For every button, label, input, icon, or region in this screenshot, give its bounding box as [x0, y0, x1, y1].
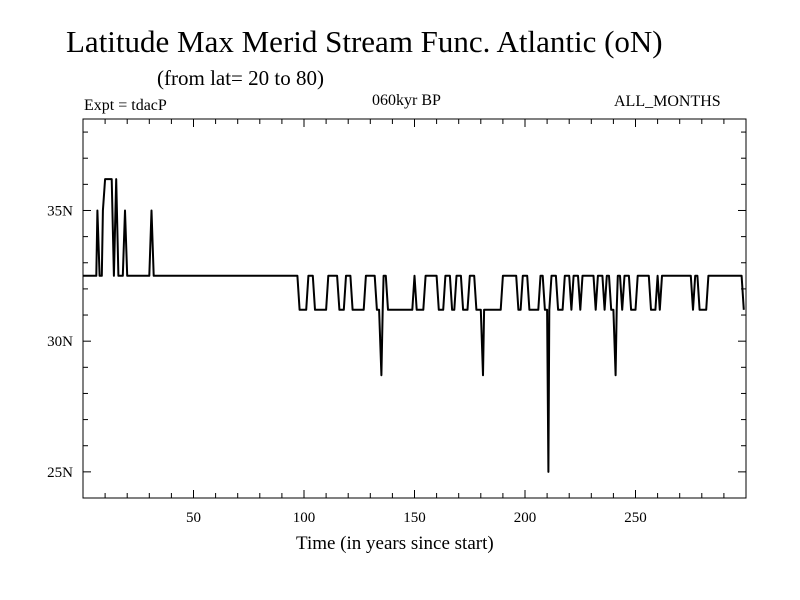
- x-tick-label: 200: [514, 510, 537, 526]
- x-tick-label: 50: [186, 510, 201, 526]
- y-tick-label: 25N: [47, 465, 73, 481]
- experiment-label: Expt = tdacP: [84, 97, 167, 114]
- series-line-0: [83, 178, 745, 473]
- axis-ticks: [83, 119, 746, 499]
- y-tick-label: 35N: [47, 203, 73, 219]
- series-group: [83, 178, 745, 473]
- x-axis-label: Time (in years since start): [296, 533, 494, 554]
- chart-title: Latitude Max Merid Stream Func. Atlantic…: [66, 24, 663, 59]
- chart-subtitle: (from lat= 20 to 80): [157, 66, 324, 90]
- axis-tick-labels: 50 100 150 200 250 25N 30N 35N: [47, 203, 647, 526]
- x-tick-label: 100: [293, 510, 316, 526]
- x-tick-label: 150: [403, 510, 426, 526]
- plot-frame: [82, 118, 747, 499]
- y-tick-label: 30N: [47, 334, 73, 350]
- months-label: ALL_MONTHS: [614, 93, 721, 110]
- period-label: 060kyr BP: [372, 92, 441, 109]
- x-tick-label: 250: [624, 510, 647, 526]
